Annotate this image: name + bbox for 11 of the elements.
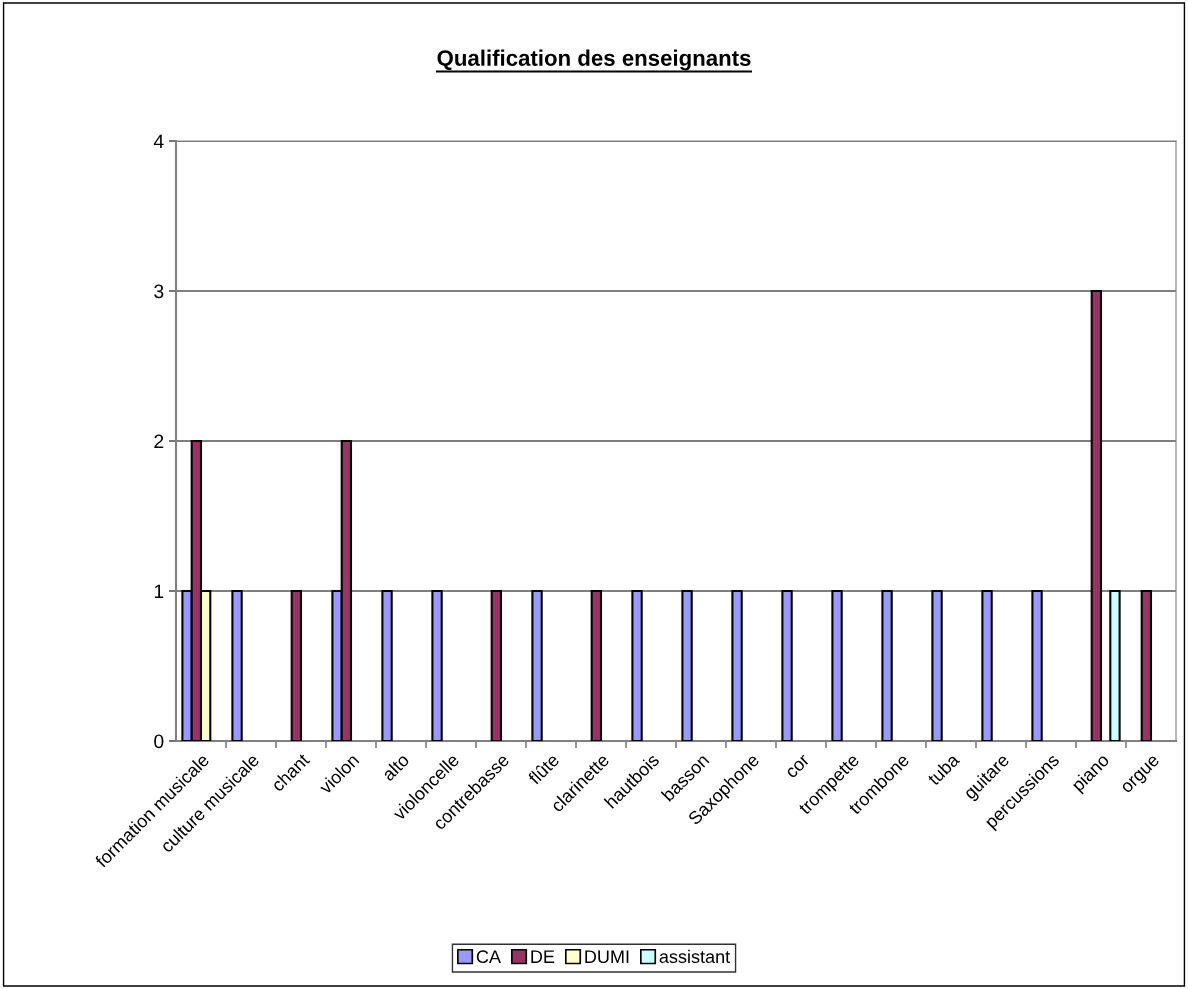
chart-title: Qualification des enseignants	[437, 49, 751, 71]
y-tick-label: 3	[154, 284, 164, 299]
x-tick-label: tuba	[926, 752, 961, 787]
y-tick-label: 2	[154, 434, 164, 449]
y-tick-label: 1	[154, 584, 164, 599]
legend-label: CA	[476, 950, 501, 964]
y-tick-label: 0	[154, 734, 164, 749]
legend-label: assistant	[659, 949, 731, 964]
legend-label: DE	[531, 950, 555, 963]
legend-label: DUMI	[585, 950, 629, 964]
y-tick-label: 4	[153, 134, 164, 149]
